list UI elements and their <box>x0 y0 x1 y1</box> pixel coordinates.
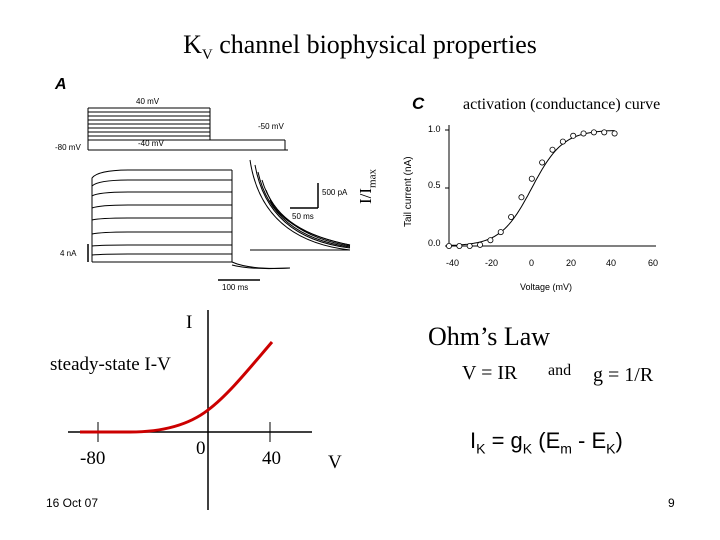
data-point <box>590 129 597 136</box>
voltage-protocol <box>87 107 288 151</box>
data-point <box>559 138 566 145</box>
slide-title: KV channel biophysical properties <box>183 30 537 64</box>
iv-tick-40: 40 <box>262 448 281 469</box>
data-point <box>445 242 452 249</box>
equation-v-ir: V = IR <box>462 362 518 384</box>
footer-date: 16 Oct 07 <box>46 496 99 510</box>
scale-current-label: 4 nA <box>60 249 77 258</box>
data-point <box>508 213 515 220</box>
data-point <box>570 132 577 139</box>
voltage-label-40: 40 mV <box>136 97 160 106</box>
xtick-neg20: -20 <box>485 258 499 268</box>
activation-curve-title: activation (conductance) curve <box>463 96 661 113</box>
data-point <box>456 242 463 249</box>
iv-curve <box>80 341 274 434</box>
iv-tick-0: 0 <box>196 438 206 459</box>
activation-data-points <box>445 129 618 249</box>
ohms-law-title: Ohm’s Law <box>428 322 551 351</box>
voltage-label-neg80: -80 mV <box>55 143 81 152</box>
ytick-0-5: 0.5 <box>428 180 441 190</box>
data-point <box>528 175 535 182</box>
scale-bars <box>87 183 319 281</box>
x-axis-voltage-label: Voltage (mV) <box>520 282 573 292</box>
inset-time-label: 50 ms <box>292 212 314 221</box>
ytick-0: 0.0 <box>428 238 441 248</box>
steady-state-iv-label: steady-state I-V <box>50 354 171 375</box>
voltage-label-neg40: -40 mV <box>138 139 164 148</box>
iv-y-axis-label: I <box>186 312 193 333</box>
equation-ik: IK = gK (Em - EK) <box>470 428 623 457</box>
inset-current-label: 500 pA <box>322 188 348 197</box>
data-point <box>601 129 608 136</box>
panel-a-label: A <box>55 76 67 93</box>
data-point <box>497 229 504 236</box>
equation-and: and <box>548 362 572 379</box>
xtick-20: 20 <box>566 258 577 268</box>
xtick-neg40: -40 <box>446 258 460 268</box>
xtick-60: 60 <box>648 258 659 268</box>
voltage-label-neg50: -50 mV <box>258 122 284 131</box>
iv-x-axis-label: V <box>328 452 342 473</box>
data-point <box>549 146 556 153</box>
data-point <box>477 241 484 248</box>
ytick-1: 1.0 <box>428 124 441 134</box>
data-point <box>466 242 473 249</box>
iv-tick-neg80: -80 <box>80 448 106 469</box>
data-point <box>487 237 494 244</box>
boltzmann-fit-curve <box>449 130 615 246</box>
panel-c-label: C <box>412 94 425 113</box>
page-number: 9 <box>668 496 675 510</box>
data-point <box>580 130 587 137</box>
scale-time-label: 100 ms <box>222 283 249 292</box>
data-point <box>539 159 546 166</box>
inset-tail-currents <box>249 159 351 251</box>
xtick-40: 40 <box>606 258 617 268</box>
data-point <box>611 130 618 137</box>
current-traces <box>91 169 291 270</box>
xtick-0: 0 <box>529 258 535 268</box>
equation-g-inverse-r: g = 1/R <box>593 364 654 386</box>
data-point <box>518 194 525 201</box>
